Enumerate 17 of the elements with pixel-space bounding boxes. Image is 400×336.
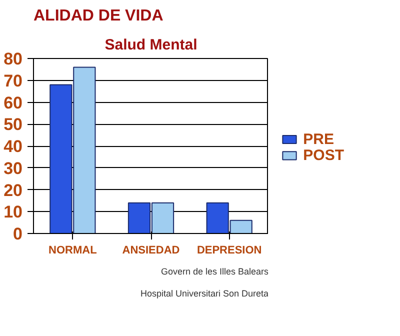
legend-label: PRE	[303, 131, 334, 148]
y-tick-label: 0	[13, 224, 23, 244]
y-tick-label: 20	[4, 180, 23, 200]
y-tick-label: 10	[4, 202, 23, 222]
y-tick-label: 80	[4, 50, 23, 68]
y-tick-label: 50	[4, 115, 23, 134]
x-tick-label: NORMAL	[48, 244, 98, 256]
y-tick-label: 40	[4, 137, 23, 156]
y-tick-label: 70	[4, 71, 23, 90]
x-tick-label: DEPRESION	[196, 244, 262, 256]
chart-title: ALIDAD DE VIDA	[34, 8, 164, 24]
chart-subtitle: Salud Mental	[104, 36, 198, 54]
x-tick-label: ANSIEDAD	[122, 244, 180, 256]
legend-label: POST	[303, 147, 344, 164]
y-tick-label: 60	[4, 93, 23, 112]
y-tick-label: 30	[4, 158, 23, 178]
text: Govern de les Illes Balears	[160, 266, 269, 276]
